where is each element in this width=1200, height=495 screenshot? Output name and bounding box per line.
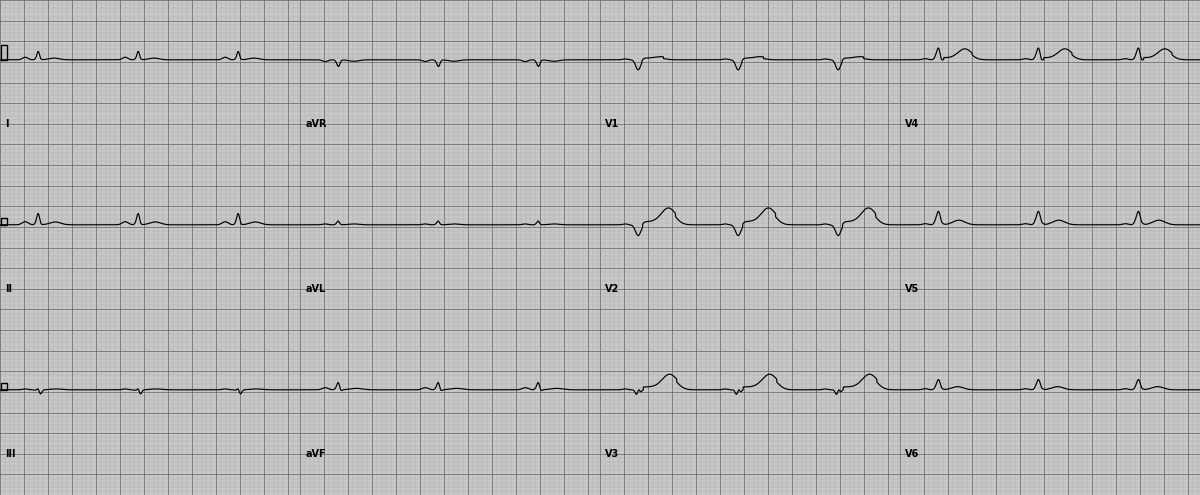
Text: V3: V3 <box>606 448 619 459</box>
Text: V4: V4 <box>906 119 919 129</box>
Text: V1: V1 <box>606 119 619 129</box>
Text: aVL: aVL <box>305 284 325 294</box>
Text: III: III <box>5 448 16 459</box>
Text: aVF: aVF <box>305 448 326 459</box>
Text: V2: V2 <box>606 284 619 294</box>
Text: V5: V5 <box>906 284 919 294</box>
Text: aVR: aVR <box>305 119 326 129</box>
Text: I: I <box>5 119 8 129</box>
Text: II: II <box>5 284 12 294</box>
Text: V6: V6 <box>906 448 919 459</box>
